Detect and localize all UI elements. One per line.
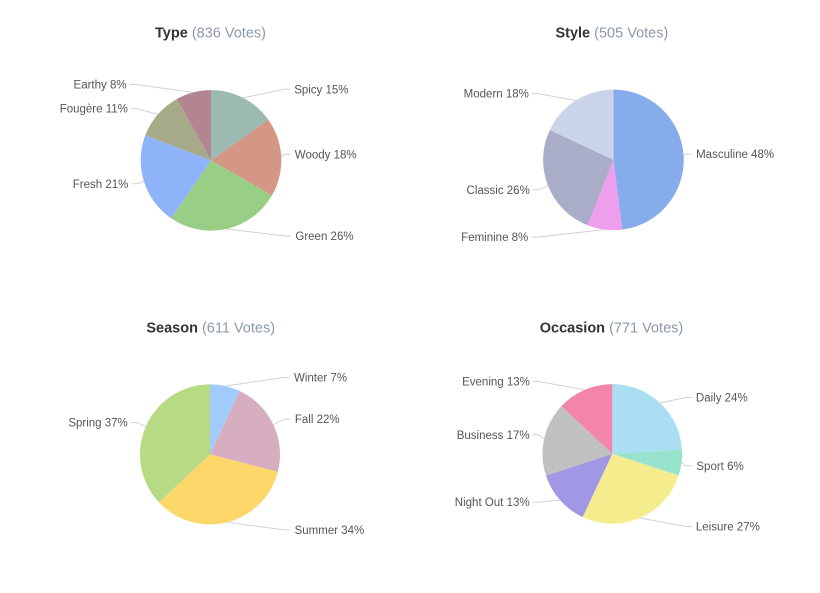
svg-text:Night Out 13%: Night Out 13% [455,497,530,509]
svg-text:Classic 26%: Classic 26% [467,185,530,197]
svg-text:Sport 6%: Sport 6% [696,461,743,473]
svg-text:Summer 34%: Summer 34% [295,525,365,537]
svg-text:Fougère 11%: Fougère 11% [60,104,128,116]
svg-text:Masculine 48%: Masculine 48% [696,149,774,161]
svg-text:Occasion (771 Votes): Occasion (771 Votes) [540,321,683,337]
svg-text:Feminine 8%: Feminine 8% [461,232,528,244]
svg-text:Daily 24%: Daily 24% [696,393,748,405]
svg-text:Business 17%: Business 17% [457,430,530,442]
svg-text:Modern 18%: Modern 18% [464,89,529,101]
svg-text:Fresh 21%: Fresh 21% [73,179,129,191]
svg-text:Season (611 Votes): Season (611 Votes) [146,321,275,337]
svg-text:Evening 13%: Evening 13% [462,377,530,389]
svg-text:Type (836 Votes): Type (836 Votes) [155,26,266,42]
svg-text:Earthy 8%: Earthy 8% [74,80,127,92]
svg-text:Spring 37%: Spring 37% [68,418,127,430]
svg-text:Style (505 Votes): Style (505 Votes) [555,26,668,42]
svg-text:Woody 18%: Woody 18% [295,149,357,161]
svg-text:Leisure 27%: Leisure 27% [696,522,760,534]
svg-text:Spicy 15%: Spicy 15% [294,84,348,96]
svg-text:Winter 7%: Winter 7% [294,373,347,385]
svg-text:Fall 22%: Fall 22% [295,414,340,426]
svg-text:Green 26%: Green 26% [295,231,353,243]
